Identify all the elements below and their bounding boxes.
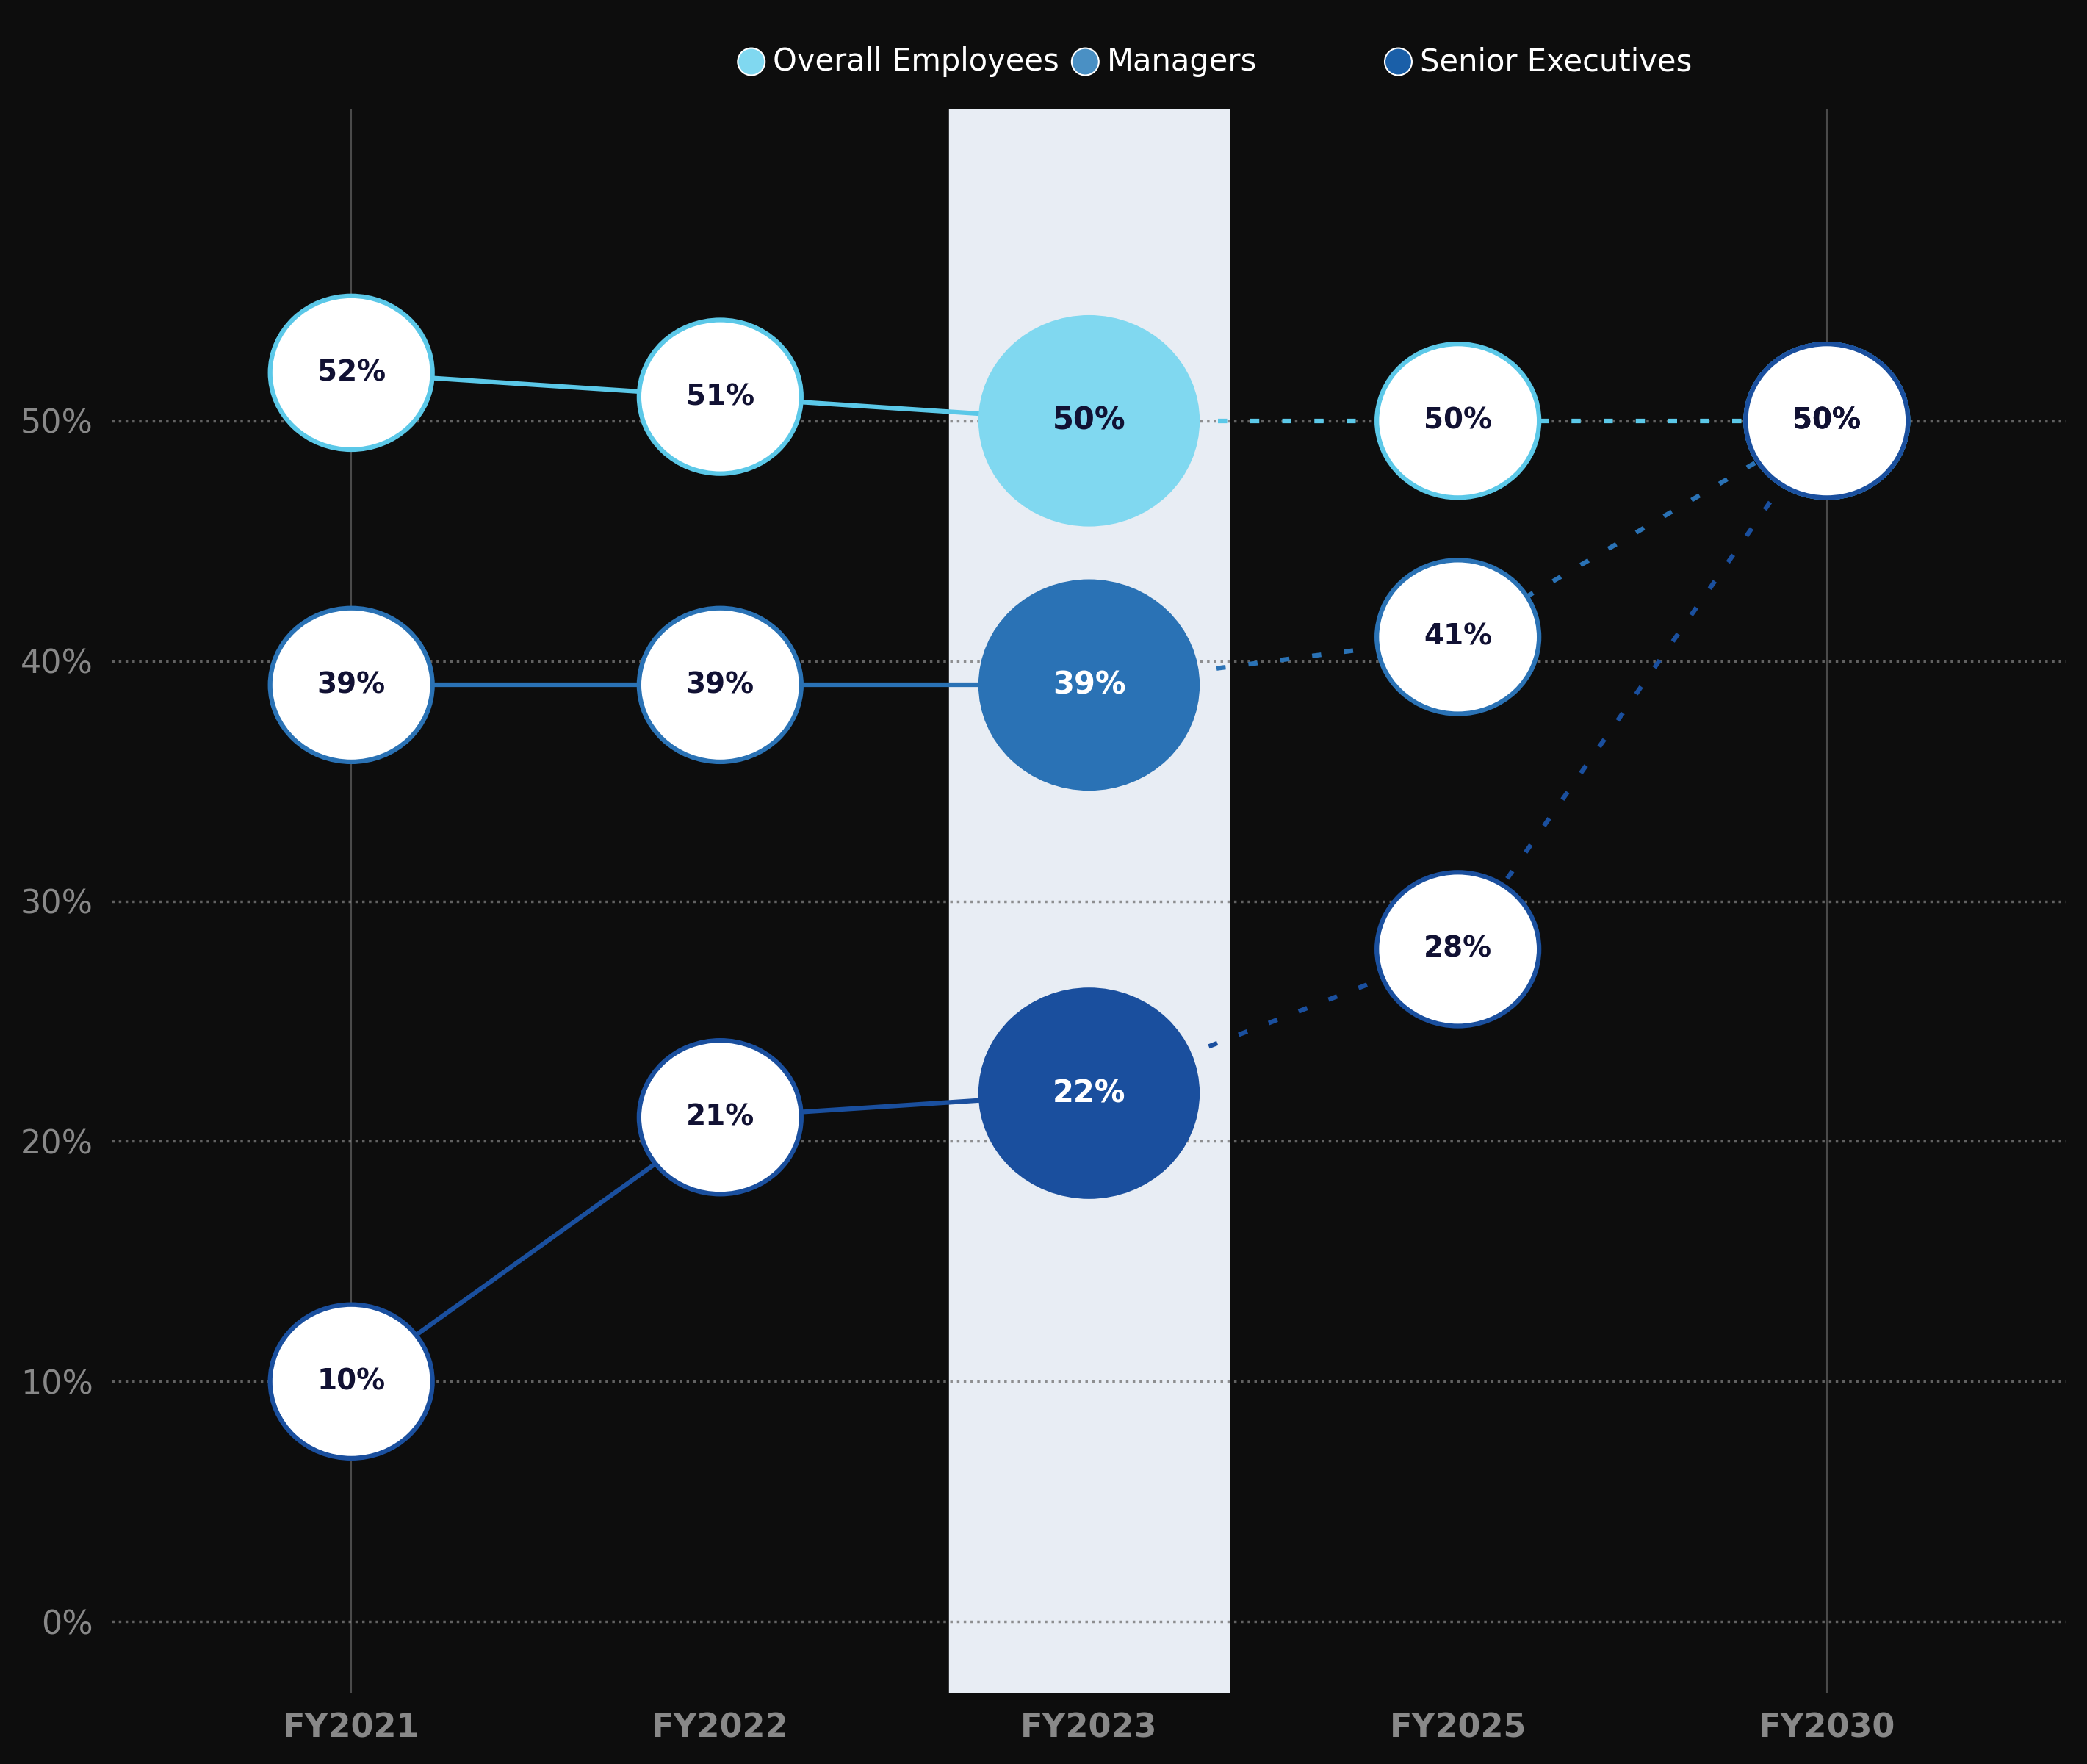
Ellipse shape xyxy=(269,1305,432,1459)
Ellipse shape xyxy=(269,609,432,762)
Text: 50%: 50% xyxy=(1423,407,1492,434)
Text: 10%: 10% xyxy=(317,1367,386,1395)
Ellipse shape xyxy=(1377,561,1538,714)
Text: Managers: Managers xyxy=(1106,46,1256,78)
Text: 51%: 51% xyxy=(687,383,753,411)
Ellipse shape xyxy=(979,988,1200,1200)
Text: 21%: 21% xyxy=(687,1102,753,1131)
Text: Overall Employees: Overall Employees xyxy=(772,46,1060,78)
Text: Senior Executives: Senior Executives xyxy=(1419,46,1693,78)
Text: 41%: 41% xyxy=(1423,623,1492,651)
Text: 39%: 39% xyxy=(1052,670,1125,700)
Ellipse shape xyxy=(1745,344,1908,497)
Text: 39%: 39% xyxy=(687,670,753,699)
Ellipse shape xyxy=(1377,873,1538,1027)
Ellipse shape xyxy=(1745,344,1908,497)
Ellipse shape xyxy=(639,1041,801,1194)
Ellipse shape xyxy=(979,316,1200,526)
Ellipse shape xyxy=(639,609,801,762)
Text: 50%: 50% xyxy=(1052,406,1125,436)
Ellipse shape xyxy=(1745,344,1908,497)
Bar xyxy=(950,109,1229,1693)
Text: 50%: 50% xyxy=(1793,407,1862,434)
Text: 39%: 39% xyxy=(317,670,386,699)
Text: 22%: 22% xyxy=(1052,1078,1125,1108)
Ellipse shape xyxy=(1377,344,1538,497)
Text: 28%: 28% xyxy=(1423,935,1492,963)
Text: 52%: 52% xyxy=(317,358,386,386)
Ellipse shape xyxy=(639,319,801,475)
Text: 50%: 50% xyxy=(1793,407,1862,434)
Text: 50%: 50% xyxy=(1793,407,1862,434)
Ellipse shape xyxy=(269,296,432,450)
Ellipse shape xyxy=(979,579,1200,790)
